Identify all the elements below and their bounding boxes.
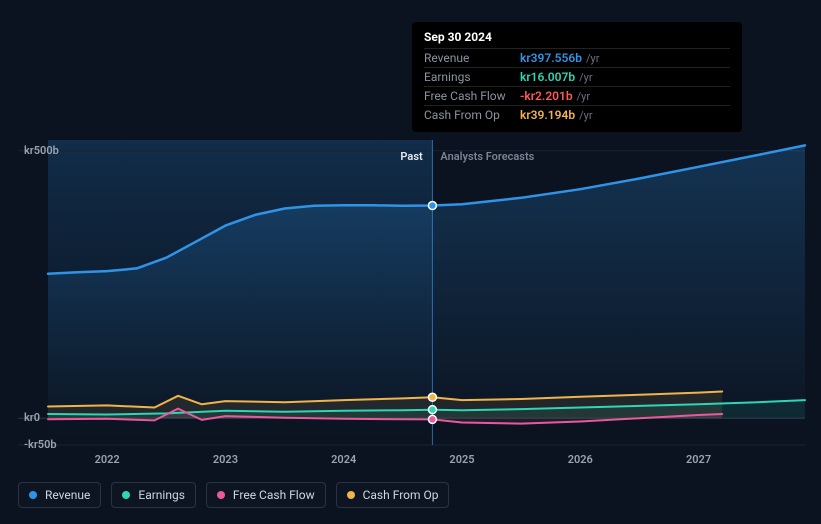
legend-item-revenue[interactable]: Revenue [18, 482, 101, 508]
legend-dot-icon [122, 491, 130, 499]
legend-label: Cash From Op [363, 488, 439, 502]
tooltip-row-cfo: Cash From Op kr39.194b /yr [424, 105, 730, 124]
tooltip-value: kr397.556b [520, 51, 582, 65]
tooltip-label: Free Cash Flow [424, 89, 520, 103]
legend-label: Free Cash Flow [233, 488, 315, 502]
tooltip-label: Revenue [424, 51, 520, 65]
legend-item-fcf[interactable]: Free Cash Flow [206, 482, 326, 508]
tooltip-row-revenue: Revenue kr397.556b /yr [424, 48, 730, 67]
forecast-zone-label: Analysts Forecasts [440, 150, 534, 163]
tooltip-unit: /yr [579, 71, 592, 84]
hover-tooltip: Sep 30 2024 Revenue kr397.556b /yr Earni… [412, 22, 742, 132]
past-zone-label: Past [400, 150, 422, 163]
tooltip-date: Sep 30 2024 [424, 30, 730, 48]
tooltip-value: kr39.194b [520, 108, 575, 122]
y-tick-neg50: -kr50b [24, 438, 57, 451]
tooltip-value: kr16.007b [520, 70, 575, 84]
tooltip-label: Cash From Op [424, 108, 520, 122]
legend-item-earnings[interactable]: Earnings [111, 482, 196, 508]
financials-chart: kr500b kr0 -kr50b Past Analysts Forecast… [0, 0, 821, 524]
legend-dot-icon [217, 491, 225, 499]
tooltip-label: Earnings [424, 70, 520, 84]
legend-item-cfo[interactable]: Cash From Op [336, 482, 450, 508]
legend-label: Earnings [138, 488, 185, 502]
x-tick: 2022 [95, 453, 120, 466]
x-tick: 2026 [568, 453, 593, 466]
tooltip-row-earnings: Earnings kr16.007b /yr [424, 67, 730, 86]
tooltip-unit: /yr [577, 90, 590, 103]
tooltip-row-fcf: Free Cash Flow -kr2.201b /yr [424, 86, 730, 105]
x-tick: 2027 [686, 453, 711, 466]
x-tick: 2024 [331, 453, 356, 466]
legend-dot-icon [347, 491, 355, 499]
y-tick-0: kr0 [24, 411, 40, 424]
legend-dot-icon [29, 491, 37, 499]
tooltip-unit: /yr [586, 52, 599, 65]
y-tick-500: kr500b [24, 144, 59, 157]
legend-label: Revenue [45, 488, 90, 502]
tooltip-value: -kr2.201b [520, 89, 573, 103]
chart-legend: Revenue Earnings Free Cash Flow Cash Fro… [18, 482, 449, 508]
x-tick: 2025 [449, 453, 474, 466]
tooltip-unit: /yr [579, 109, 592, 122]
x-tick: 2023 [213, 453, 238, 466]
